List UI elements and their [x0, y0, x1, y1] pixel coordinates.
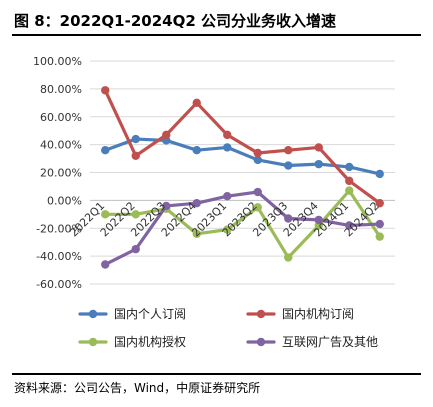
series-国内机构授权 — [101, 186, 384, 262]
legend-label: 国内机构授权 — [114, 334, 186, 349]
y-tick-label: -60.00% — [36, 278, 82, 291]
data-point — [192, 198, 201, 208]
legend-marker — [88, 309, 98, 319]
top-rule — [12, 34, 421, 36]
data-point — [345, 186, 354, 195]
y-tick-label: 40.00% — [40, 139, 82, 152]
series-国内机构订阅 — [101, 86, 384, 208]
y-tick-label: 80.00% — [40, 83, 82, 96]
legend-marker — [88, 337, 98, 347]
legend-label: 国内机构订阅 — [282, 306, 354, 321]
data-point — [253, 148, 262, 158]
data-point — [284, 253, 293, 262]
legend-label: 国内个人订阅 — [114, 307, 186, 321]
data-point — [101, 86, 110, 95]
data-point — [314, 159, 323, 169]
data-point — [192, 146, 201, 155]
data-point — [192, 229, 201, 239]
legend-item: 国内机构授权 — [78, 334, 186, 349]
y-axis-labels: -60.00% -40.00% -20.00% 0.00% 20.00% 40.00% 60… — [33, 55, 82, 291]
legend-marker — [256, 337, 266, 347]
legend-item: 国内机构订阅 — [246, 306, 354, 321]
legend-item: 国内个人订阅 — [78, 307, 186, 321]
y-tick-label: 0.00% — [47, 194, 82, 207]
data-point — [253, 203, 262, 212]
data-point — [345, 221, 354, 230]
figure-title: 图 8：2022Q1-2024Q2 公司分业务收入增速 — [14, 12, 336, 30]
legend-item: 互联网广告及其他 — [246, 335, 378, 349]
y-tick-label: -20.00% — [36, 222, 82, 235]
legend-label: 互联网广告及其他 — [282, 335, 378, 349]
data-point — [223, 191, 232, 201]
data-point — [314, 215, 323, 225]
data-point — [375, 219, 384, 229]
series-互联网广告及其他 — [101, 187, 384, 269]
data-point — [375, 198, 384, 208]
series-line — [103, 190, 382, 267]
data-point — [375, 169, 384, 179]
data-point — [284, 214, 293, 223]
data-point — [223, 225, 232, 234]
data-point — [131, 244, 140, 254]
series-line — [103, 189, 382, 260]
data-point — [253, 155, 262, 165]
y-tick-label: -40.00% — [36, 250, 82, 263]
data-point — [162, 201, 171, 211]
data-point — [101, 210, 110, 219]
series-line — [103, 88, 382, 205]
data-point — [375, 232, 384, 241]
data-point — [101, 146, 110, 155]
bottom-rule — [12, 373, 421, 375]
data-point — [131, 210, 140, 219]
data-point — [345, 162, 354, 172]
data-point — [131, 151, 140, 160]
source-note: 资料来源：公司公告，Wind，中原证券研究所 — [14, 381, 261, 395]
data-point — [223, 130, 232, 140]
data-point — [192, 98, 201, 108]
data-point — [284, 146, 293, 155]
line-chart: -60.00% -40.00% -20.00% 0.00% 20.00% 40.00% 60… — [33, 55, 395, 349]
data-point — [253, 187, 262, 197]
data-point — [314, 143, 323, 152]
legend-marker — [256, 309, 266, 319]
data-point — [131, 134, 140, 144]
data-point — [345, 176, 354, 186]
y-tick-label: 100.00% — [33, 55, 82, 68]
data-point — [223, 143, 232, 152]
data-point — [162, 130, 171, 140]
y-tick-label: 60.00% — [40, 111, 82, 124]
series-lines — [101, 86, 384, 269]
data-point — [284, 161, 293, 170]
data-point — [101, 260, 110, 269]
grid-lines — [90, 60, 395, 285]
y-tick-label: 20.00% — [40, 167, 82, 180]
